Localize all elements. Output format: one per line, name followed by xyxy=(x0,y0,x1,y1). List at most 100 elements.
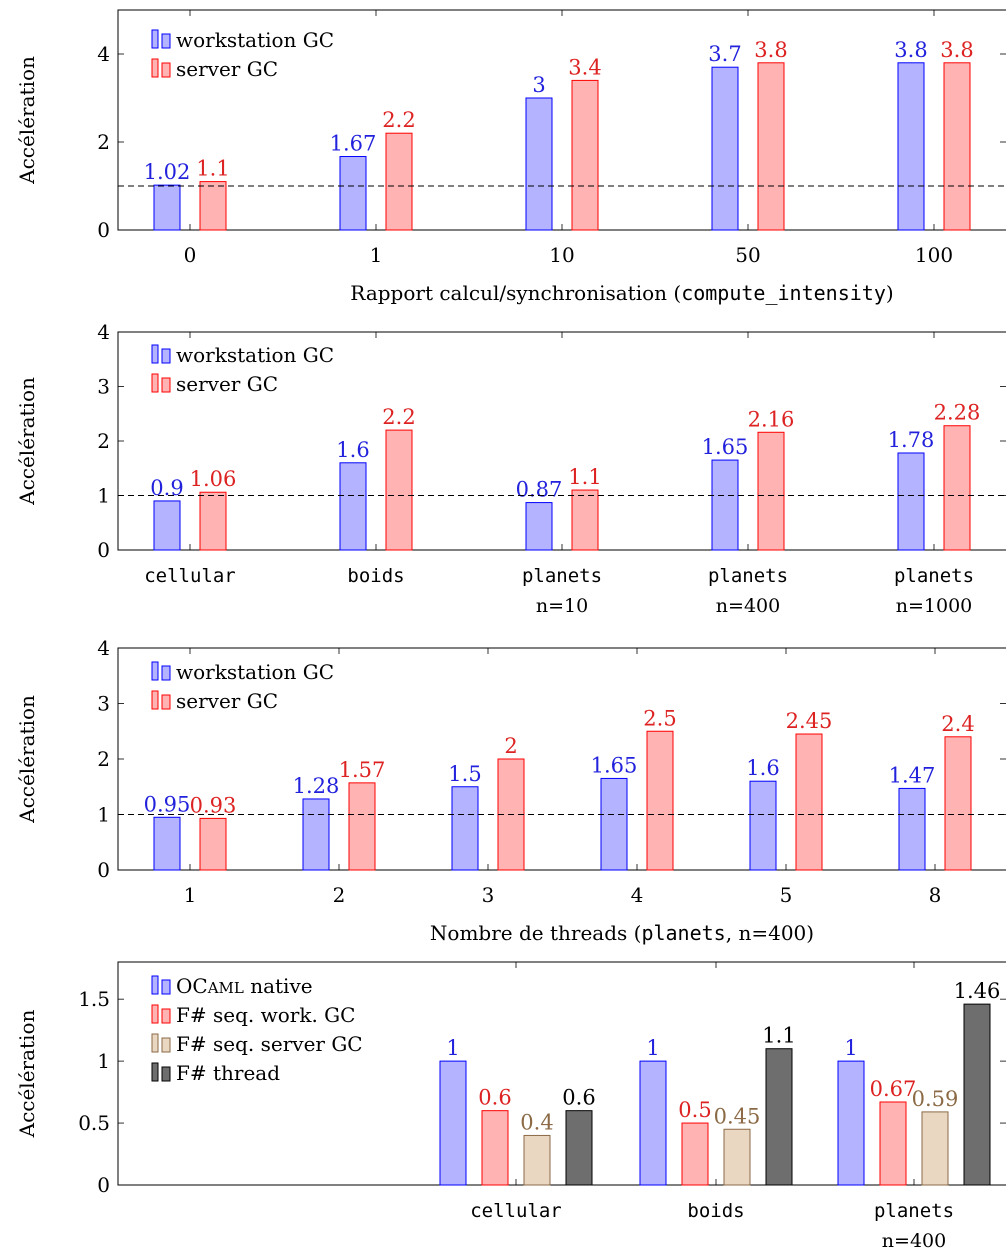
data-label: 1.47 xyxy=(889,763,936,787)
data-label: 0.93 xyxy=(190,793,237,817)
bar-red xyxy=(385,429,413,551)
y-tick-label: 3 xyxy=(97,375,110,399)
legend-ocaml-o: OC xyxy=(176,974,208,998)
y-tick-label: 3 xyxy=(97,692,110,716)
data-label: 2.2 xyxy=(382,405,415,429)
category-label: boids xyxy=(687,1200,744,1222)
y-tick-label: 1.5 xyxy=(78,987,110,1011)
legend-entry: server GC xyxy=(176,372,278,396)
x-axis-title-part: Nombre de threads ( xyxy=(430,921,642,945)
data-label: 3.8 xyxy=(894,38,927,62)
category-label: n=400 xyxy=(882,1230,946,1252)
category-label: n=10 xyxy=(536,595,588,617)
legend-swatch xyxy=(151,373,159,393)
bar-red xyxy=(646,730,674,871)
bar-tan xyxy=(723,1128,751,1186)
data-label: 1.1 xyxy=(568,465,601,489)
legend-entry: workstation GC xyxy=(176,343,334,367)
y-tick-label: 0 xyxy=(97,538,110,562)
bar-blue xyxy=(451,786,479,871)
y-tick-label: 2 xyxy=(97,747,110,771)
y-tick-label: 1 xyxy=(97,803,110,827)
y-tick-label: 1 xyxy=(97,484,110,508)
bar-gray xyxy=(765,1048,793,1186)
data-label: 1.6 xyxy=(336,438,369,462)
bar-tan xyxy=(921,1111,949,1186)
legend-swatch xyxy=(151,1004,159,1024)
data-label: 0.67 xyxy=(870,1077,917,1101)
data-label: 0.59 xyxy=(912,1087,959,1111)
y-tick-label: 0 xyxy=(97,1173,110,1197)
legend-swatch xyxy=(161,665,171,681)
category-label: 2 xyxy=(333,883,346,907)
bar-blue xyxy=(439,1060,467,1186)
data-label: 3 xyxy=(532,73,545,97)
legend-ocaml-sc: AML xyxy=(207,979,244,997)
category-label: planets xyxy=(894,565,974,587)
bar-red xyxy=(571,489,599,551)
data-label: 1 xyxy=(844,1036,857,1060)
category-label: 4 xyxy=(631,883,644,907)
data-label: 0.6 xyxy=(562,1086,595,1110)
x-axis-title: Nombre de threads (planets, n=400) xyxy=(430,921,814,945)
data-label: 1.78 xyxy=(888,428,935,452)
data-label: 2.16 xyxy=(748,407,795,431)
y-tick-label: 1 xyxy=(97,1049,110,1073)
y-tick-label: 0 xyxy=(97,218,110,242)
bar-blue xyxy=(600,777,628,871)
data-label: 1.5 xyxy=(448,762,481,786)
legend-entry: server GC xyxy=(176,689,278,713)
bar-blue xyxy=(837,1060,865,1186)
data-label: 2 xyxy=(504,734,517,758)
data-label: 0.87 xyxy=(516,478,563,502)
category-label: 5 xyxy=(780,883,793,907)
legend-swatch xyxy=(161,62,171,78)
y-tick-label: 0 xyxy=(97,858,110,882)
data-label: 1.1 xyxy=(196,157,229,181)
category-label: 10 xyxy=(549,243,574,267)
bar-red xyxy=(943,425,971,551)
y-axis-title: Accélération xyxy=(15,377,39,506)
bar-red xyxy=(757,431,785,551)
legend-swatch xyxy=(161,377,171,393)
x-axis-title-part: planets xyxy=(641,921,725,945)
legend-swatch xyxy=(161,348,171,364)
bar-red xyxy=(943,62,971,231)
data-label: 1.1 xyxy=(762,1024,795,1048)
legend: OCAML native F# seq. work. GC F# seq. serv… xyxy=(151,974,363,1085)
data-label: 1.46 xyxy=(954,979,1001,1003)
category-label: 3 xyxy=(482,883,495,907)
bar-blue xyxy=(153,816,181,871)
data-label: 3.8 xyxy=(754,38,787,62)
bar-red xyxy=(795,733,823,871)
bar-red xyxy=(757,62,785,231)
bar-red xyxy=(385,132,413,231)
data-label: 3.8 xyxy=(940,38,973,62)
chart-3: 0 1 2 3 4 Accélération 0.95 1.28 1.5 1.65 1.6 1.47 0… xyxy=(15,636,1006,945)
bar-red xyxy=(944,736,972,871)
data-label: 2.4 xyxy=(941,712,974,736)
category-label: n=1000 xyxy=(896,595,973,617)
y-axis-title: Accélération xyxy=(15,56,39,185)
data-label: 1.65 xyxy=(591,753,638,777)
x-axis-title-part: ) xyxy=(886,281,894,305)
bar-tan xyxy=(523,1134,551,1186)
data-label: 3.7 xyxy=(708,42,741,66)
bar-red xyxy=(348,782,376,871)
legend-swatch xyxy=(151,58,159,78)
legend-entry: OCAML native xyxy=(176,974,313,998)
bar-gray xyxy=(963,1003,991,1186)
bar-blue xyxy=(525,97,553,231)
category-label: 1 xyxy=(184,883,197,907)
category-label: cellular xyxy=(144,565,236,587)
legend-entry: F# seq. server GC xyxy=(176,1032,363,1056)
category-label: 8 xyxy=(929,883,942,907)
bar-gray xyxy=(565,1110,593,1186)
bar-blue xyxy=(897,62,925,231)
legend-swatch xyxy=(161,1008,171,1024)
legend-entry: server GC xyxy=(176,57,278,81)
y-tick-label: 0.5 xyxy=(78,1111,110,1135)
y-tick-label: 4 xyxy=(97,320,110,344)
data-label: 0.4 xyxy=(520,1110,553,1134)
legend-swatch xyxy=(151,1062,159,1082)
